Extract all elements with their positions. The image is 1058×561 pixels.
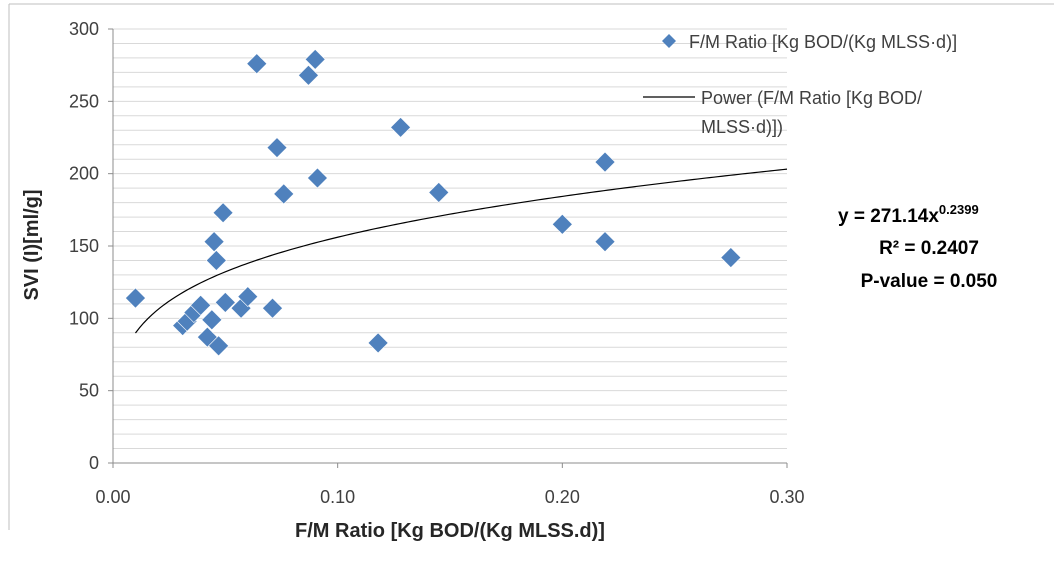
legend-label-trendline-line2: MLSS·d)])	[701, 117, 783, 137]
regression-annotation: y = 271.14x0.2399 R² = 0.2407 P-value = …	[838, 202, 997, 292]
data-point-diamond	[201, 309, 223, 331]
x-tick-labels: 0.00 0.10 0.20 0.30	[95, 487, 804, 507]
gridlines	[113, 28, 787, 450]
data-point-diamond	[594, 151, 616, 173]
p-value-label: P-value = 0.050	[861, 271, 998, 292]
equation-exponent: 0.2399	[939, 202, 979, 217]
legend: F/M Ratio [Kg BOD/(Kg MLSS·d)] Power (F/…	[643, 32, 957, 137]
axes	[108, 28, 788, 468]
data-point-diamond	[262, 297, 283, 319]
y-tick-labels: 0 50 100 150 200 250 300	[69, 19, 99, 473]
y-tick-label: 50	[79, 381, 99, 401]
x-tick-label: 0.10	[320, 487, 355, 507]
data-point-diamond	[237, 286, 259, 308]
data-point-diamond	[266, 137, 288, 159]
data-point-diamond	[298, 64, 319, 86]
y-tick-label: 300	[69, 19, 99, 39]
y-tick-label: 150	[69, 236, 99, 256]
equation-base: y = 271.14x	[838, 206, 939, 227]
data-point-diamond	[212, 202, 234, 224]
data-point-diamond	[246, 53, 268, 75]
legend-label-series: F/M Ratio [Kg BOD/(Kg MLSS·d)]	[689, 32, 957, 52]
legend-label-trendline-line1: Power (F/M Ratio [Kg BOD/	[701, 88, 922, 108]
data-point-diamond	[428, 182, 450, 203]
data-point-diamond	[205, 250, 227, 271]
x-axis-title: F/M Ratio [Kg BOD/(Kg MLSS.d)]	[295, 520, 605, 542]
data-point-diamond	[214, 291, 236, 313]
data-point-diamond	[720, 247, 742, 268]
data-point-diamond	[367, 332, 389, 354]
y-tick-label: 100	[69, 308, 99, 328]
power-trendline	[134, 168, 788, 334]
data-point-diamond	[273, 183, 295, 205]
data-point-diamond	[390, 116, 411, 138]
x-tick-label: 0.00	[95, 487, 130, 507]
x-tick-label: 0.30	[769, 487, 804, 507]
legend-marker-diamond	[662, 34, 676, 48]
data-point-diamond	[190, 294, 212, 316]
data-point-diamond	[307, 167, 328, 189]
data-point-diamond	[594, 231, 616, 253]
equation-label: y = 271.14x0.2399	[838, 202, 979, 227]
y-tick-label: 200	[69, 164, 99, 184]
x-tick-label: 0.20	[545, 487, 580, 507]
r-squared-label: R² = 0.2407	[879, 238, 979, 259]
data-point-diamond	[125, 287, 146, 309]
y-tick-label: 250	[69, 91, 99, 111]
data-point-diamond	[304, 48, 326, 70]
trendline-group	[134, 168, 788, 334]
y-axis-title: SVI (I)[ml/g]	[21, 189, 43, 300]
y-tick-label: 0	[89, 453, 99, 473]
data-point-diamond	[551, 213, 573, 235]
data-point-diamond	[203, 231, 225, 253]
data-point-diamond	[208, 335, 230, 357]
data-points	[125, 48, 742, 357]
legend-label-trendline: Power (F/M Ratio [Kg BOD/ MLSS·d)])	[701, 88, 927, 137]
